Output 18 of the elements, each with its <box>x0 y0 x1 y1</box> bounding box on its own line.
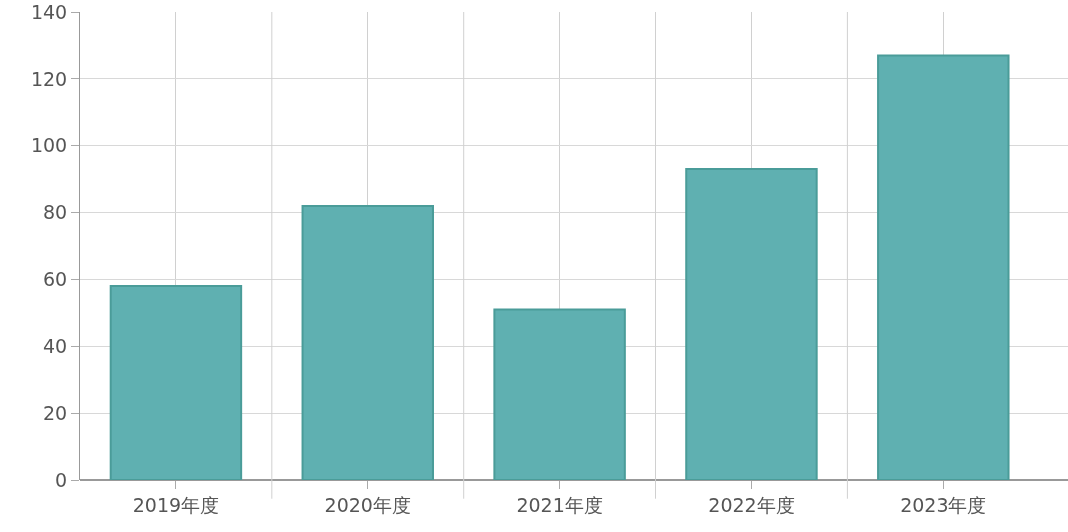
y-tick-label: 0 <box>55 468 68 491</box>
y-tick-label: 20 <box>43 401 68 424</box>
bar <box>685 168 818 480</box>
x-tick-label: 2022年度 <box>708 493 795 516</box>
x-tick-label: 2020年度 <box>324 493 411 516</box>
x-tick-label: 2019年度 <box>132 493 220 516</box>
bar <box>109 285 243 480</box>
y-tick-label: 80 <box>43 201 68 224</box>
x-tick-label: 2023年度 <box>900 493 987 516</box>
bar <box>493 308 626 480</box>
y-tick-label: 120 <box>30 67 68 90</box>
x-tick-label: 2021年度 <box>516 493 603 516</box>
y-tick-label: 40 <box>43 334 68 357</box>
y-tick-label: 140 <box>30 0 68 23</box>
bar <box>301 204 434 480</box>
y-tick-label: 100 <box>30 134 68 157</box>
y-tick-label: 60 <box>43 268 68 291</box>
bar <box>877 54 1010 480</box>
